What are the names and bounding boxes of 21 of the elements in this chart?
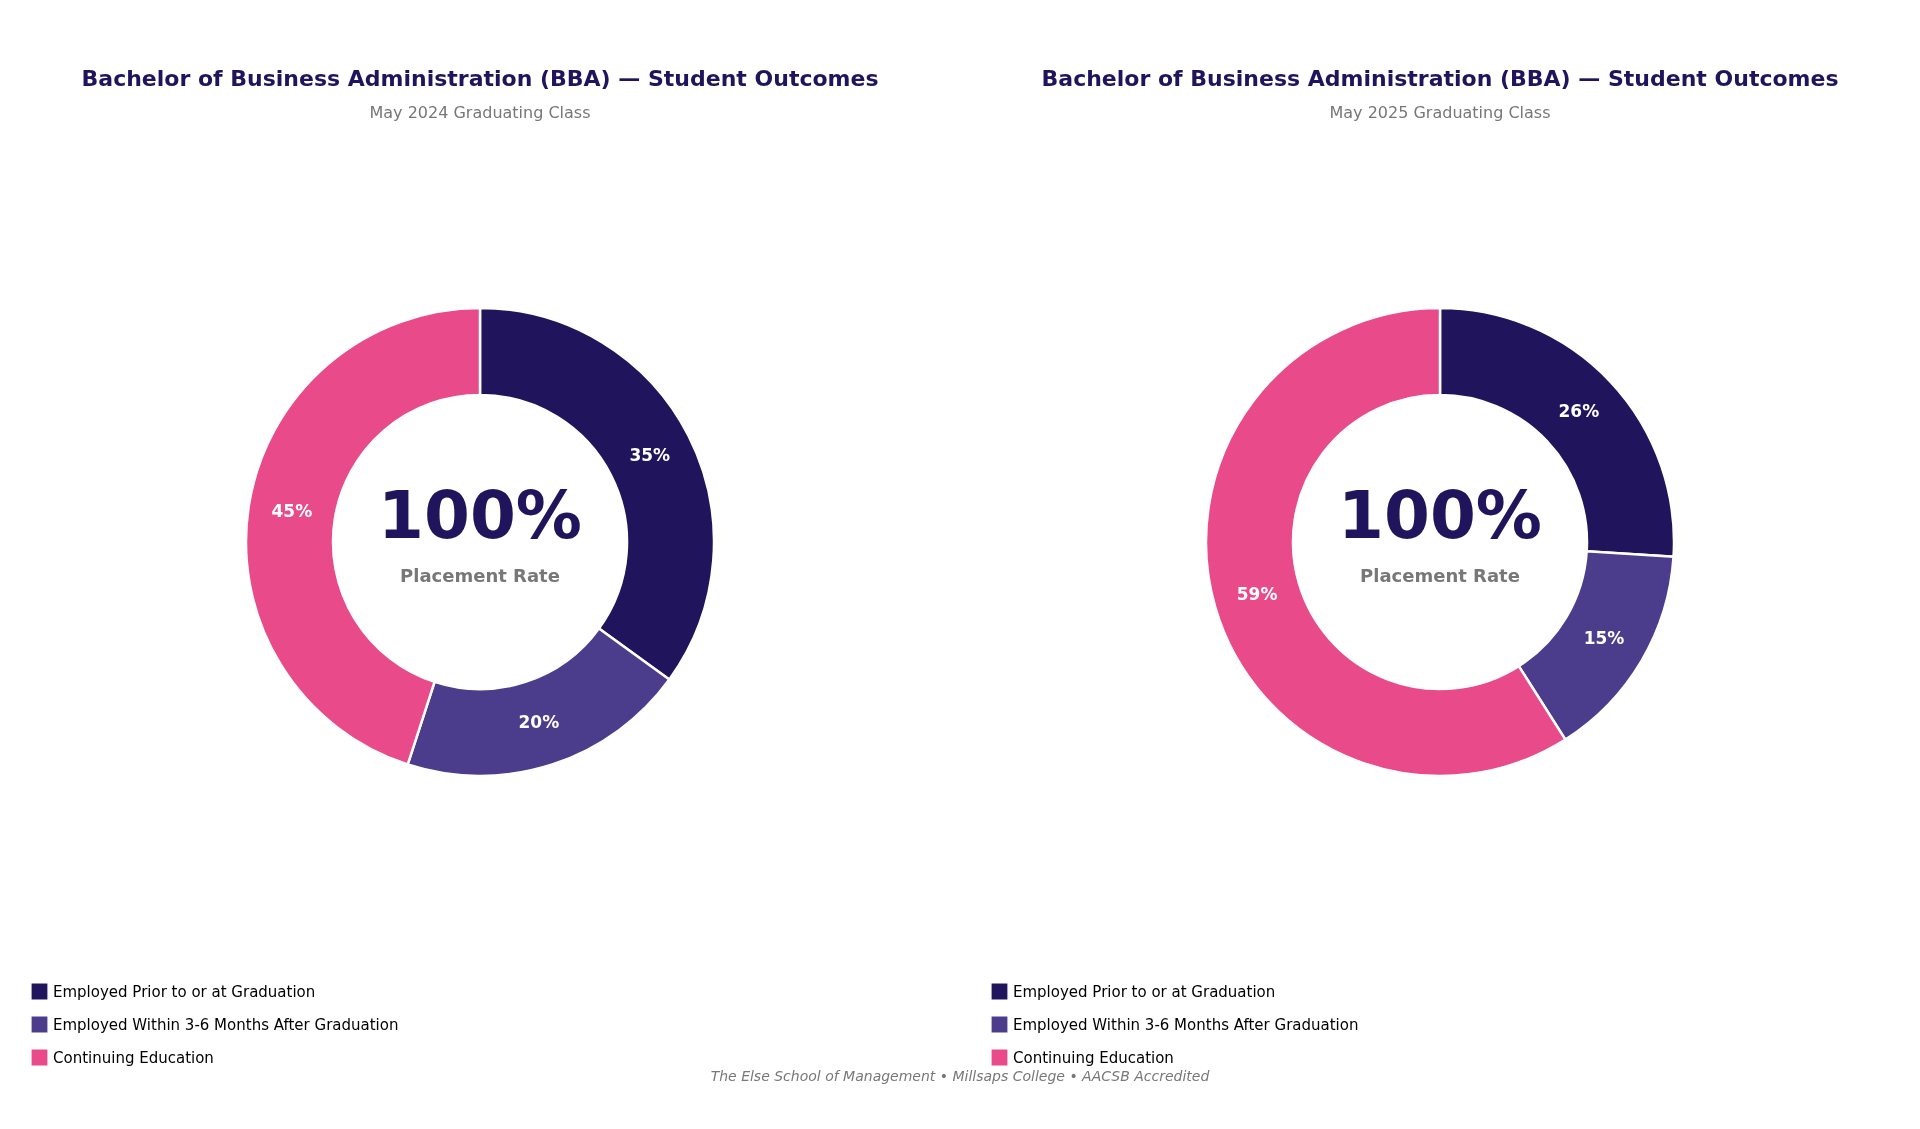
- text: 100%: [1338, 477, 1542, 554]
- data-label: 26%: [1558, 400, 1600, 421]
- text: 100%: [378, 477, 582, 554]
- chart-title: Bachelor of Business Administration (BBA) — Student Outcomes: [81, 66, 879, 91]
- legend-label: Continuing Education: [1013, 1048, 1174, 1067]
- text: Placement Rate: [400, 565, 560, 586]
- chart-title: Bachelor of Business Administration (BBA) — Student Outcomes: [1041, 66, 1839, 91]
- chart-subtitle: May 2024 Graduating Class: [369, 103, 591, 122]
- data-label: 15%: [1583, 627, 1625, 648]
- data-label: 35%: [629, 444, 671, 465]
- data-label: 59%: [1236, 584, 1278, 605]
- legend-label: Employed Prior to or at Graduation: [53, 982, 316, 1001]
- legend-label: Employed Within 3-6 Months After Graduation: [53, 1015, 399, 1034]
- data-label: 45%: [271, 501, 313, 522]
- legend-label: Employed Prior to or at Graduation: [1013, 982, 1276, 1001]
- legend-label: Continuing Education: [53, 1048, 214, 1067]
- data-label: 20%: [518, 712, 560, 733]
- legend-label: Employed Within 3-6 Months After Graduation: [1013, 1015, 1359, 1034]
- text: The Else School of Management • Millsaps College • AACSB Accredited: [709, 1068, 1211, 1084]
- chart-subtitle: May 2025 Graduating Class: [1329, 103, 1551, 122]
- text: Placement Rate: [1360, 565, 1520, 586]
